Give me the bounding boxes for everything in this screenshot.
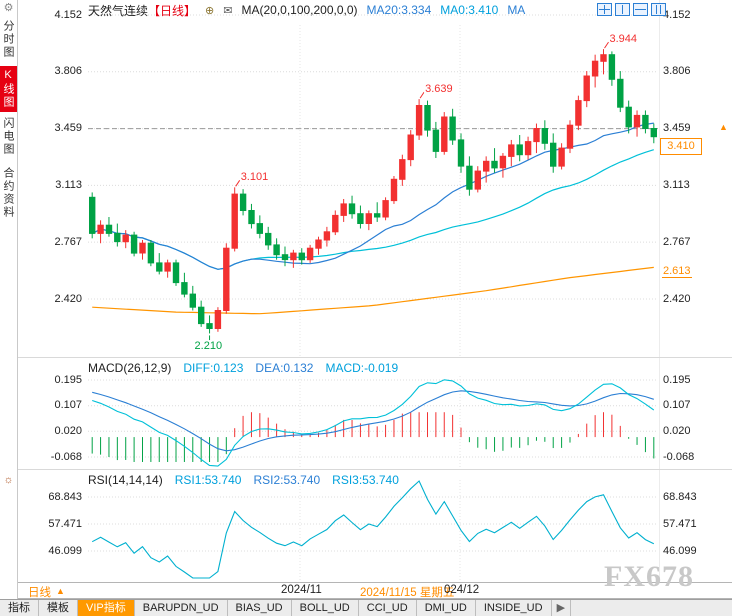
axis-label: 2.767 [54, 235, 82, 248]
macd-header: MACD(26,12,9) DIFF:0.123 DEA:0.132 MACD:… [88, 361, 398, 375]
axis-label: 2.767 [663, 235, 691, 248]
axis-label: 3.459 [663, 122, 691, 135]
chart-header: 天然气连续 【日线】 ⊕ ✉ MA(20,0,100,200,0,0) MA20… [88, 2, 525, 18]
divider [659, 0, 660, 582]
tab-dmi-ud[interactable]: DMI_UD [417, 600, 476, 616]
divider [17, 357, 732, 358]
pan-icon[interactable] [597, 3, 612, 16]
axis-label: 57.471 [663, 517, 697, 530]
axis-label: -0.068 [50, 450, 82, 463]
ma-extra: MA [507, 3, 526, 17]
axis-label: 2.420 [663, 292, 691, 305]
axis-label: 3.806 [663, 65, 691, 78]
macd-diff-value: DIFF:0.123 [183, 361, 244, 375]
axis-label: 68.843 [48, 490, 82, 503]
axis-label: 46.099 [48, 544, 82, 557]
tab-boll-ud[interactable]: BOLL_UD [292, 600, 359, 616]
axis-label: 46.099 [663, 544, 697, 557]
watermark: FX678 [604, 560, 694, 593]
axis-label: -0.068 [663, 450, 695, 463]
axis-label: 68.843 [663, 490, 697, 503]
tab-barupdn-ud[interactable]: BARUPDN_UD [135, 600, 228, 616]
last-price-box: 3.410 [660, 138, 702, 155]
bottom-toolbar: 指标 模板 VIP指标 BARUPDN_UD BIAS_UD BOLL_UD C… [0, 599, 732, 616]
axis-label: 0.107 [663, 399, 691, 412]
selected-date-label: 2024/11/15 星期五 [360, 587, 455, 599]
period-tag: 【日线】 [148, 3, 197, 18]
ma0-value: MA0:3.410 [440, 3, 499, 17]
divider [0, 582, 732, 583]
tab-cci-ud[interactable]: CCI_UD [359, 600, 417, 616]
period-collapse-triangle[interactable]: ▲ [56, 586, 65, 596]
toolbar-scroll-right-icon[interactable]: ▶ [552, 600, 572, 616]
sidebar: ⚙ 分时图 K线图 闪电图 合约资料 ☼ [0, 0, 18, 599]
gear-icon[interactable]: ⚙ [3, 2, 14, 14]
tab-inside-ud[interactable]: INSIDE_UD [476, 600, 552, 616]
rsi2-value: RSI2:53.740 [253, 473, 321, 487]
rsi-header: RSI(14,14,14) RSI1:53.740 RSI2:53.740 RS… [88, 473, 399, 487]
tile-grid-icon[interactable] [651, 3, 666, 16]
window-layout-controls [597, 3, 666, 16]
divider [0, 598, 732, 599]
macd-hist-value: MACD:-0.019 [325, 361, 399, 375]
axis-label: 4.152 [663, 8, 691, 21]
rsi-formula: RSI(14,14,14) [88, 473, 163, 487]
period-label[interactable]: 日线 [28, 587, 51, 599]
sidebar-item-kline-chart[interactable]: K线图 [0, 66, 17, 112]
ma20-value: MA20:3.334 [366, 3, 432, 17]
sidebar-item-time-chart[interactable]: 分时图 [2, 20, 14, 59]
message-icon[interactable]: ✉ [223, 4, 233, 17]
axis-label: 4.152 [54, 8, 82, 21]
date-axis-bar: 日线 ▲ 2024/11 2024/11/15 星期五 024/12 [0, 583, 732, 599]
axis-label: 3.113 [663, 178, 690, 191]
axis-label: 3.113 [55, 178, 82, 191]
ma200-value-label: 2.613 [662, 265, 692, 278]
macd-dea-value: DEA:0.132 [255, 361, 314, 375]
date-label: 2024/11 [281, 584, 322, 596]
sun-icon[interactable]: ☼ [3, 474, 14, 486]
price-annotation: 3.101 [239, 171, 270, 184]
instrument-name: 天然气连续 [88, 3, 149, 18]
axis-label: 3.806 [54, 65, 82, 78]
axis-label: 0.195 [54, 373, 82, 386]
tab-indicators[interactable]: 指标 [0, 600, 39, 616]
axis-label: 0.195 [663, 373, 691, 386]
split-horizontal-icon[interactable] [633, 3, 648, 16]
tab-templates[interactable]: 模板 [39, 600, 78, 616]
rsi1-value: RSI1:53.740 [174, 473, 242, 487]
tab-vip-indicators[interactable]: VIP指标 [78, 600, 135, 616]
divider [17, 469, 732, 470]
axis-label: 57.471 [48, 517, 82, 530]
circle-plus-icon[interactable]: ⊕ [205, 4, 215, 17]
date-label: 024/12 [444, 584, 480, 596]
axis-label: 0.020 [54, 424, 82, 437]
ma-formula: MA(20,0,100,200,0,0) [241, 3, 358, 17]
price-annotation: 3.944 [608, 33, 639, 46]
rsi3-value: RSI3:53.740 [332, 473, 399, 487]
price-marker-triangle: ▲ [719, 122, 728, 132]
price-annotation: 3.639 [424, 83, 454, 96]
axis-label: 0.020 [663, 424, 691, 437]
sidebar-item-lightning-chart[interactable]: 闪电图 [2, 117, 14, 156]
macd-formula: MACD(26,12,9) [88, 361, 172, 375]
split-vertical-icon[interactable] [615, 3, 630, 16]
axis-label: 2.420 [54, 292, 82, 305]
sidebar-item-contract-info[interactable]: 合约资料 [2, 167, 14, 219]
tab-bias-ud[interactable]: BIAS_UD [228, 600, 292, 616]
axis-label: 3.459 [54, 122, 82, 135]
price-annotation: 2.210 [193, 340, 224, 353]
axis-label: 0.107 [54, 399, 82, 412]
